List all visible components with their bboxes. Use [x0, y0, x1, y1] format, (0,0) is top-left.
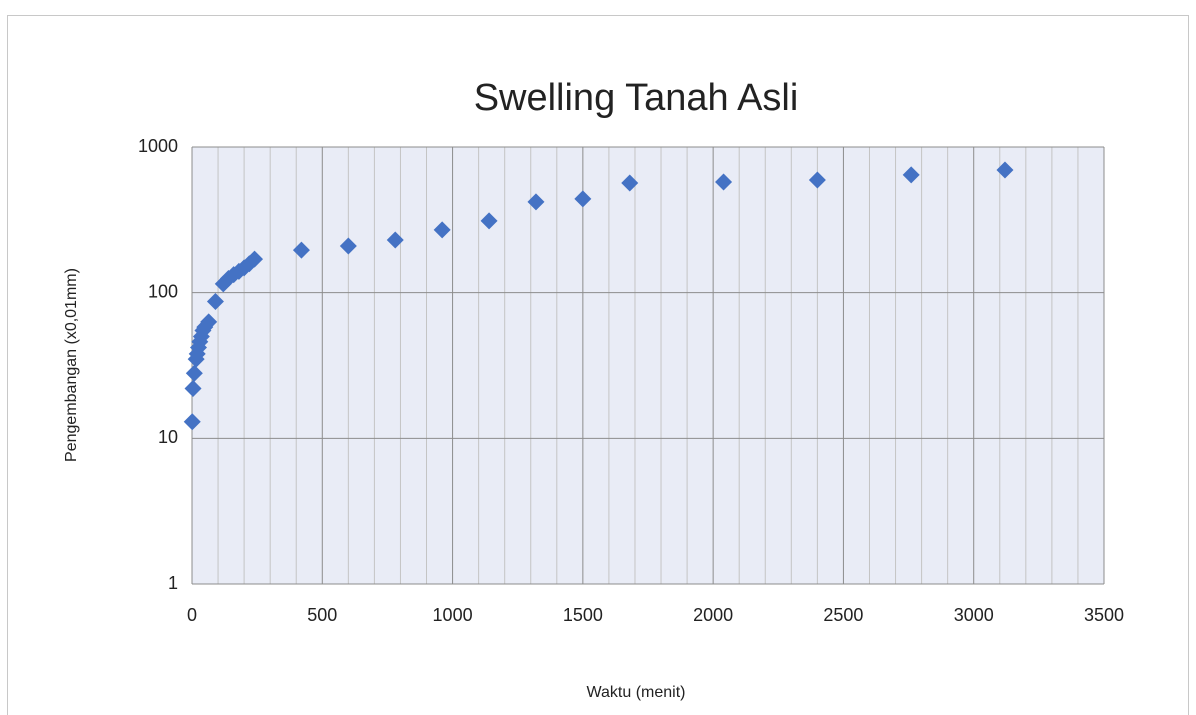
data-point [183, 413, 201, 431]
data-point [996, 161, 1014, 179]
data-point [185, 364, 203, 382]
y-tick-label: 100 [148, 281, 178, 301]
x-tick-label: 2500 [823, 605, 863, 625]
x-tick-label: 3000 [954, 605, 994, 625]
data-point [715, 173, 733, 191]
data-point [574, 190, 592, 208]
x-tick-label: 2000 [693, 605, 733, 625]
x-tick-label: 1500 [563, 605, 603, 625]
data-point [527, 193, 545, 211]
x-tick-label: 500 [307, 605, 337, 625]
x-tick-label: 1000 [433, 605, 473, 625]
chart-title: Swelling Tanah Asli [474, 77, 799, 119]
data-point [292, 241, 310, 259]
x-axis-label: Waktu (menit) [587, 684, 686, 701]
y-tick-label: 1 [168, 573, 178, 593]
y-axis-label: Pengembangan (x0,01mm) [63, 268, 80, 462]
data-point [240, 255, 258, 273]
y-tick-label: 1000 [138, 136, 178, 156]
data-point [200, 313, 218, 331]
y-tick-label: 10 [158, 427, 178, 447]
data-point [184, 379, 202, 397]
data-point [206, 292, 224, 310]
data-point [433, 221, 451, 239]
data-point [246, 250, 264, 268]
data-point [621, 174, 639, 192]
data-point [339, 237, 357, 255]
data-point [480, 212, 498, 230]
data-point [808, 171, 826, 189]
x-tick-label: 0 [187, 605, 197, 625]
data-point [902, 166, 920, 184]
x-tick-label: 3500 [1084, 605, 1124, 625]
data-point [386, 231, 404, 249]
plot-area [192, 147, 1104, 584]
